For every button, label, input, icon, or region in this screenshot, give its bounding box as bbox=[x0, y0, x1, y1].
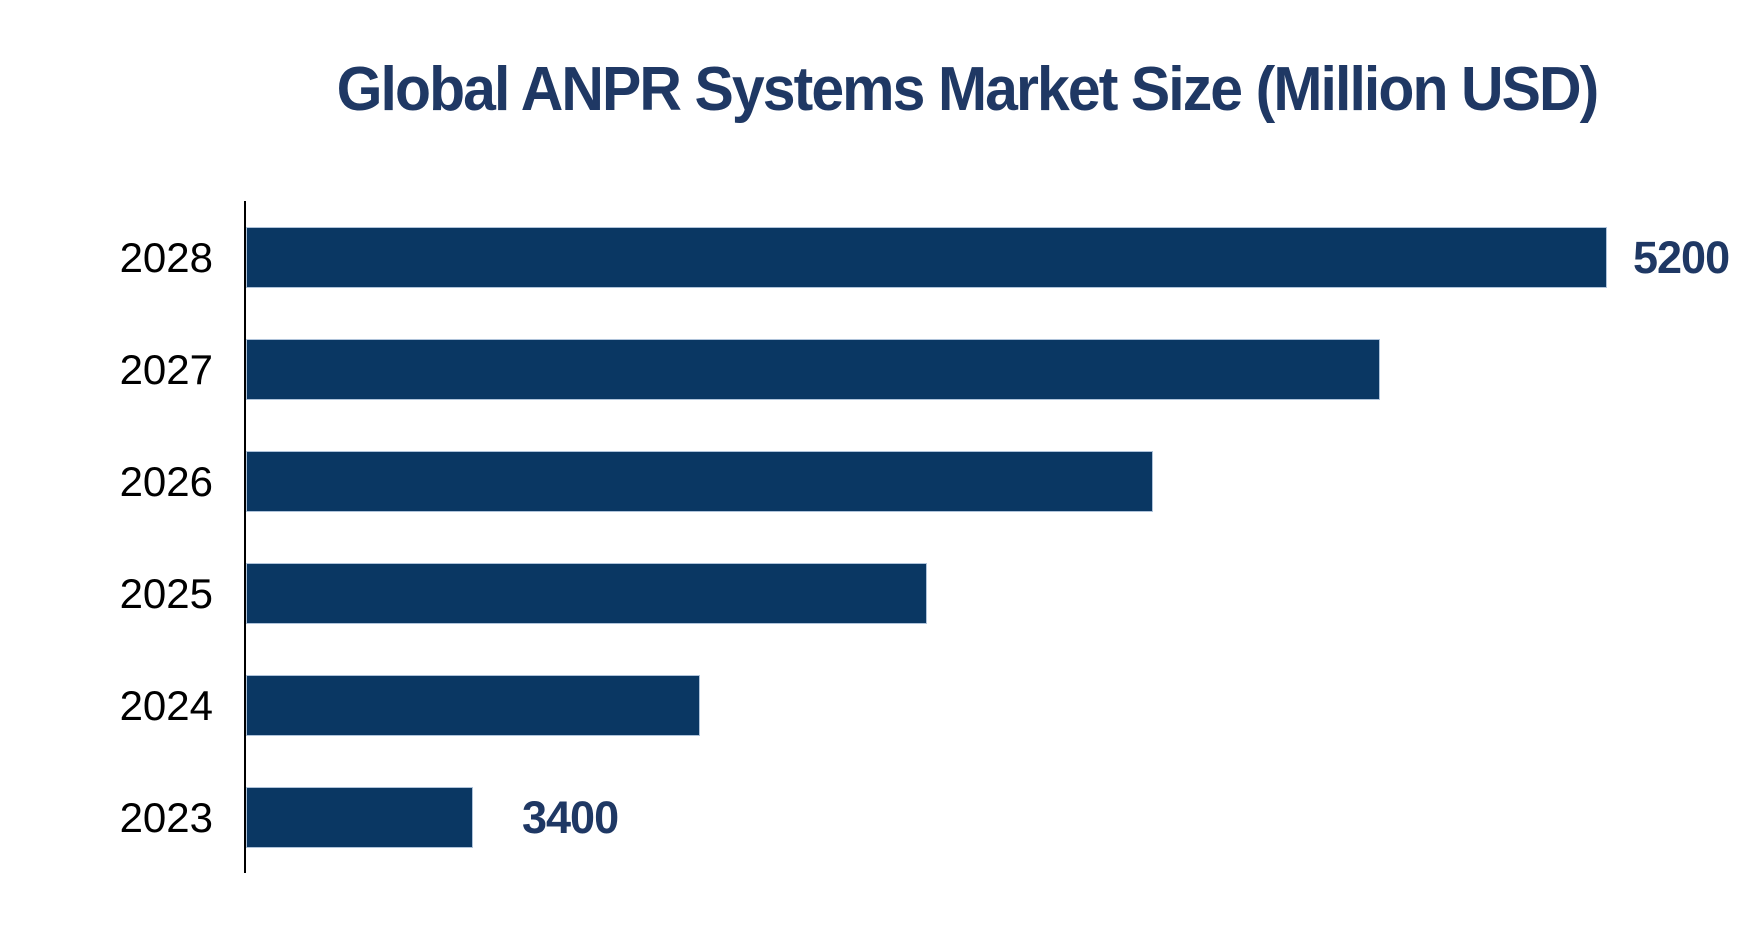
category-label-2025: 2025 bbox=[119, 570, 213, 617]
bar-row-2023: 2023 3400 bbox=[0, 787, 1761, 848]
y-axis-line bbox=[244, 201, 246, 873]
category-label-2028: 2028 bbox=[119, 234, 213, 281]
bar-2023 bbox=[246, 787, 473, 848]
value-label-2023: 3400 bbox=[522, 792, 619, 843]
value-label-2028: 5200 bbox=[1633, 232, 1730, 283]
bar-2025 bbox=[246, 563, 927, 624]
category-label-2024: 2024 bbox=[119, 682, 213, 729]
category-label-2023: 2023 bbox=[119, 794, 213, 841]
bar-2028 bbox=[246, 227, 1607, 288]
bar-2027 bbox=[246, 339, 1380, 400]
category-label-2026: 2026 bbox=[119, 458, 213, 505]
chart-title: Global ANPR Systems Market Size (Million… bbox=[336, 55, 1600, 124]
bar-2024 bbox=[246, 675, 700, 736]
bar-row-2027: 2027 bbox=[0, 339, 1761, 400]
category-label-2027: 2027 bbox=[119, 346, 213, 393]
bar-row-2025: 2025 bbox=[0, 563, 1761, 624]
bar-row-2024: 2024 bbox=[0, 675, 1761, 736]
bar-row-2028: 2028 5200 bbox=[0, 227, 1761, 288]
bar-2026 bbox=[246, 451, 1153, 512]
bar-row-2026: 2026 bbox=[0, 451, 1761, 512]
